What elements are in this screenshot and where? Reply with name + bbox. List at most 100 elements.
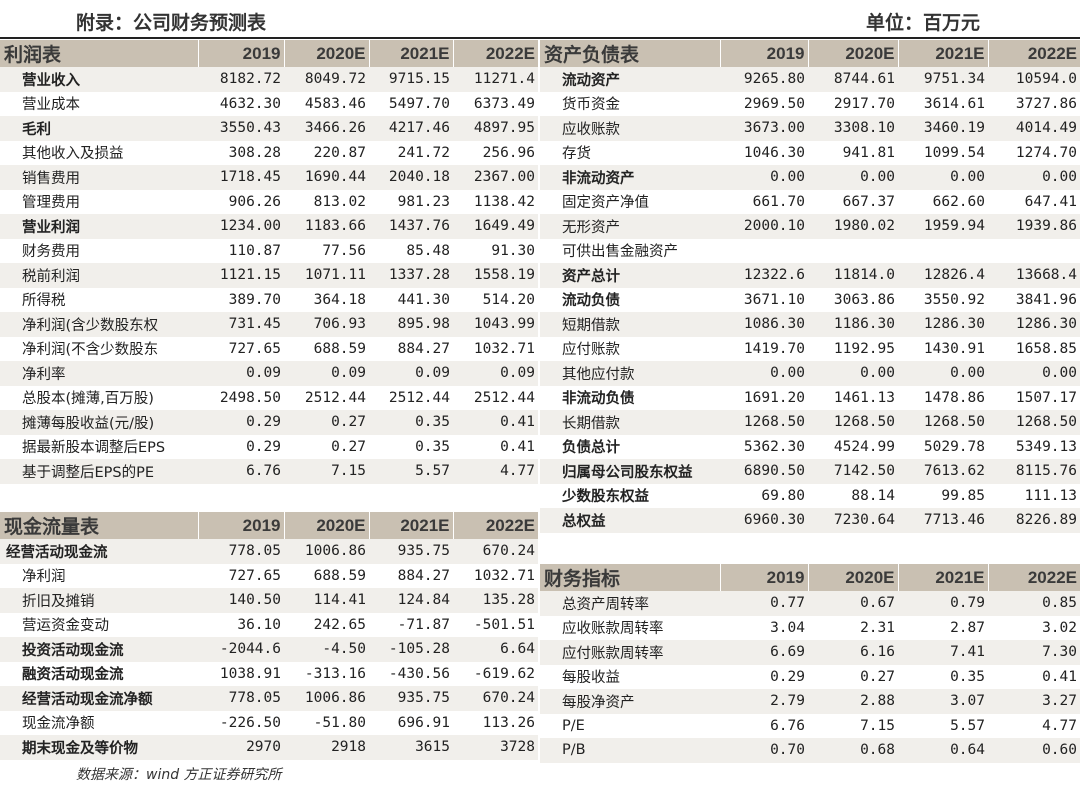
row-label: 货币资金: [562, 97, 620, 114]
row-label: 毛利: [0, 116, 198, 141]
table-row: 每股净资产 2.79 2.88 3.07 3.27: [540, 689, 1080, 714]
row-label: 现金流净额: [22, 716, 95, 733]
row-value: 3.02: [1042, 619, 1077, 636]
spacer-row: [0, 483, 538, 508]
row-value: 0.00: [988, 165, 1080, 190]
row-label: 折旧及摊销: [0, 588, 198, 613]
section-title: 资产负债表: [540, 40, 720, 67]
unit-label: 单位：百万元: [866, 12, 981, 34]
table-header-row: 资产负债表 2019 2020E 2021E 2022E: [540, 40, 1080, 67]
row-value: 7.15: [284, 459, 369, 484]
row-value: -226.50: [219, 714, 281, 731]
row-value: 114.41: [284, 588, 369, 613]
row-value: 5349.13: [1015, 438, 1077, 455]
row-value: 0.60: [988, 738, 1080, 763]
row-value: 3466.26: [284, 116, 369, 141]
row-value: 1032.71: [473, 567, 535, 584]
row-value: 1461.13: [833, 389, 895, 406]
row-value: 884.27: [397, 567, 450, 584]
row-label: 税前利润: [0, 263, 198, 288]
row-label: 可供出售金融资产: [562, 244, 678, 261]
row-label: 销售费用: [0, 165, 198, 190]
row-value: 8049.72: [284, 67, 369, 92]
row-value: 1274.70: [1015, 144, 1077, 161]
row-value: 8182.72: [198, 67, 284, 92]
table-row: 经营活动现金流净额 778.05 1006.86 935.75 670.24: [0, 686, 538, 711]
row-value: 12322.6: [720, 263, 808, 288]
row-label: 负债总计: [562, 440, 620, 457]
row-value: 2.79: [720, 689, 808, 714]
row-value: 2.88: [808, 689, 898, 714]
table-row: 非流动负债 1691.20 1461.13 1478.86 1507.17: [540, 386, 1080, 411]
row-value: 0.85: [988, 591, 1080, 616]
year-header: 2022E: [987, 564, 1080, 591]
row-value: 1437.76: [369, 214, 453, 239]
table-row: 归属母公司股东权益 6890.50 7142.50 7613.62 8115.76: [540, 459, 1080, 484]
row-value: 3550.43: [198, 116, 284, 141]
table-row: 应付账款周转率 6.69 6.16 7.41 7.30: [540, 640, 1080, 665]
row-value: 662.60: [932, 193, 985, 210]
row-value: 1649.49: [453, 214, 538, 239]
row-value: 0.41: [453, 410, 538, 435]
row-value: 140.50: [198, 588, 284, 613]
row-value: 0.27: [284, 410, 369, 435]
row-value: 7142.50: [808, 459, 898, 484]
row-value: 4632.30: [219, 95, 281, 112]
row-value: 1959.94: [898, 214, 988, 239]
year-header: 2021E: [368, 40, 453, 67]
row-value: 2512.44: [304, 389, 366, 406]
cashflow-statement-table: 现金流量表 2019 2020E 2021E 2022E 经营活动现金流 778.05 100…: [0, 512, 538, 760]
row-value: 727.65: [228, 567, 281, 584]
row-value: 1691.20: [743, 389, 805, 406]
table-row: 应收账款周转率 3.04 2.31 2.87 3.02: [540, 616, 1080, 641]
row-value: 731.45: [198, 312, 284, 337]
year-header: 2022E: [452, 40, 538, 67]
row-value: 2.87: [950, 619, 985, 636]
table-row: 少数股东权益 69.80 88.14 99.85 111.13: [540, 484, 1080, 509]
row-value: 3673.00: [720, 116, 808, 141]
table-row: 流动资产 9265.80 8744.61 9751.34 10594.0: [540, 67, 1080, 92]
year-header: 2019: [719, 40, 808, 67]
row-value: 1558.19: [453, 263, 538, 288]
section-title: 财务指标: [540, 564, 720, 591]
year-header: 2020E: [807, 564, 898, 591]
row-value: 124.84: [369, 588, 453, 613]
row-value: 1286.30: [898, 312, 988, 337]
year-header: 2020E: [807, 40, 898, 67]
row-value: 9751.34: [898, 67, 988, 92]
row-label: 长期借款: [540, 410, 720, 435]
row-value: 1658.85: [1015, 340, 1077, 357]
row-value: 0.68: [808, 738, 898, 763]
row-value: 1980.02: [808, 214, 898, 239]
data-source-note: 数据来源：wind 方正证券研究所: [76, 767, 282, 783]
table-row: P/E 6.76 7.15 5.57 4.77: [540, 714, 1080, 739]
row-value: 813.02: [313, 193, 366, 210]
row-value: 2969.50: [743, 95, 805, 112]
row-value: 0.77: [720, 591, 808, 616]
row-label: 摊薄每股收益(元/股): [0, 410, 198, 435]
row-value: 1038.91: [219, 665, 281, 682]
row-label: 融资活动现金流: [22, 667, 124, 684]
row-value: 1186.30: [808, 312, 898, 337]
row-value: 3460.19: [898, 116, 988, 141]
table-row: 销售费用 1718.45 1690.44 2040.18 2367.00: [0, 165, 538, 190]
row-value: 1419.70: [743, 340, 805, 357]
row-value: 2918: [284, 735, 369, 760]
row-value: 364.18: [313, 291, 366, 308]
row-label: 固定资产净值: [562, 195, 649, 212]
row-value: 135.28: [453, 588, 538, 613]
table-row: 营业利润 1234.00 1183.66 1437.76 1649.49: [0, 214, 538, 239]
row-value: 670.24: [453, 539, 538, 564]
row-value: 2000.10: [720, 214, 808, 239]
row-value: -313.16: [304, 665, 366, 682]
row-label: 净利润: [22, 569, 66, 586]
row-label: 应付账款: [562, 342, 620, 359]
year-header: 2021E: [897, 564, 988, 591]
row-value: 0.27: [860, 668, 895, 685]
row-value: 514.20: [482, 291, 535, 308]
table-row: 资产总计 12322.6 11814.0 12826.4 13668.4: [540, 263, 1080, 288]
row-value: 7.15: [860, 717, 895, 734]
row-value: 241.72: [397, 144, 450, 161]
table-row: P/B 0.70 0.68 0.64 0.60: [540, 738, 1080, 763]
row-value: [988, 239, 1080, 264]
